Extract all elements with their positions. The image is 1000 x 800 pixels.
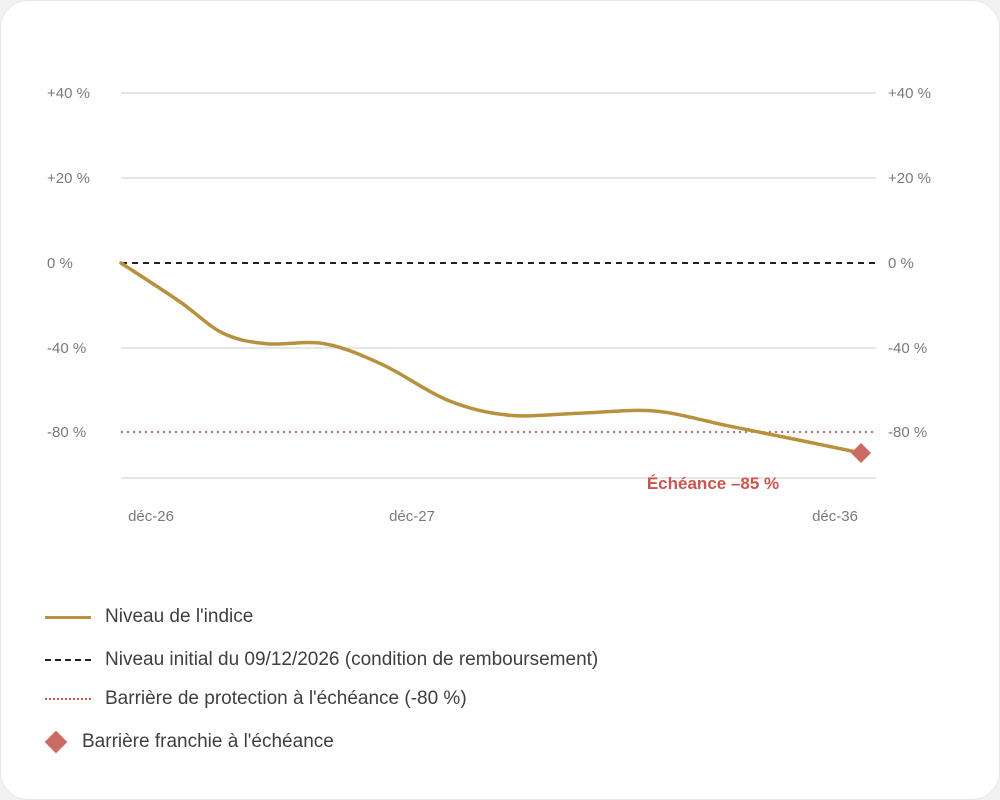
legend-label: Barrière de protection à l'échéance (-80… (105, 688, 467, 709)
maturity-annotation: Échéance –85 % (647, 474, 779, 493)
index-series-line (119, 261, 863, 455)
legend-swatch-dashed (45, 659, 91, 661)
y-tick-label: -80 % (47, 424, 86, 441)
y-tick-label-right: 0 % (888, 255, 914, 272)
y-tick-label-right: +40 % (888, 85, 931, 102)
x-tick-label: déc-27 (389, 508, 435, 525)
y-tick-label: -40 % (47, 340, 86, 357)
legend-label: Niveau de l'indice (105, 606, 254, 627)
chart-svg: +40 % +40 % +20 % +20 % 0 % 0 % -40 % -40 % -80 … (47, 85, 931, 525)
legend-swatch-solid (45, 615, 91, 619)
legend-label: Barrière franchie à l'échéance (82, 731, 334, 752)
y-tick-label: 0 % (47, 255, 73, 272)
legend-item-barrier: Barrière de protection à l'échéance (-80… (45, 687, 467, 711)
y-tick-label-right: -80 % (888, 424, 927, 441)
y-tick-label: +20 % (47, 170, 90, 187)
x-tick-label: déc-26 (128, 508, 174, 525)
legend-swatch-dotted (45, 698, 91, 700)
legend-label: Niveau initial du 09/12/2026 (condition … (105, 649, 599, 670)
barrier-crossed-marker (851, 443, 871, 463)
diamond-marker-icon (44, 730, 68, 754)
y-tick-label-right: -40 % (888, 340, 927, 357)
x-tick-label: déc-36 (812, 508, 858, 525)
legend-item-index: Niveau de l'indice (45, 605, 253, 629)
legend-item-barrier-crossed: Barrière franchie à l'échéance (44, 730, 334, 754)
y-tick-label: +40 % (47, 85, 90, 102)
y-tick-label-right: +20 % (888, 170, 931, 187)
legend-item-initial-level: Niveau initial du 09/12/2026 (condition … (45, 648, 598, 672)
